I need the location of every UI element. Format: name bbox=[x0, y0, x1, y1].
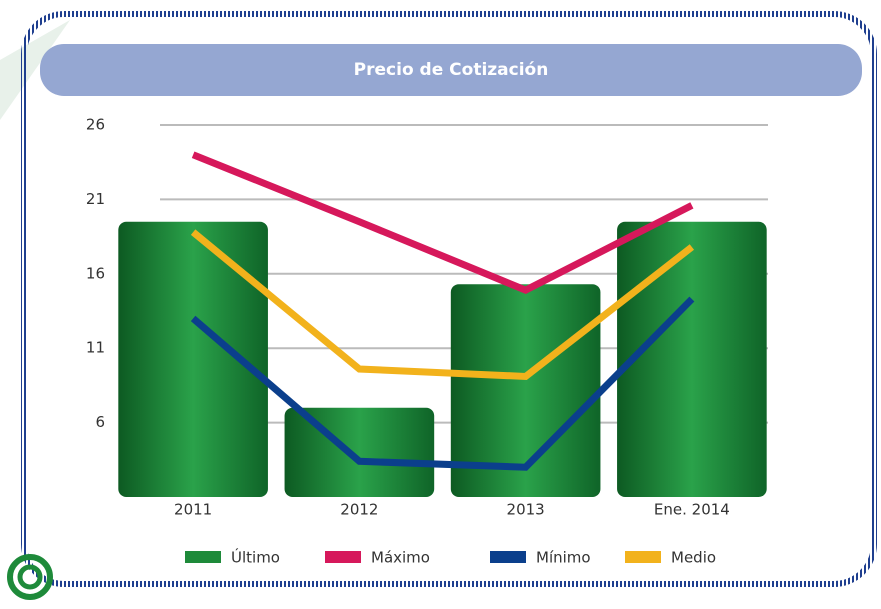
legend-swatch bbox=[625, 551, 661, 563]
x-tick-label: 2011 bbox=[174, 501, 212, 519]
chart: Precio de Cotización 6 11 16 21 26 2011 2012 20… bbox=[0, 0, 881, 605]
legend-label: Máximo bbox=[371, 549, 430, 567]
chart-title: Precio de Cotización bbox=[354, 60, 549, 80]
legend-label: Mínimo bbox=[536, 549, 591, 567]
legend-swatch bbox=[325, 551, 361, 563]
y-tick-label: 6 bbox=[95, 413, 105, 431]
y-tick-label: 11 bbox=[86, 339, 105, 357]
x-tick-label: 2013 bbox=[507, 501, 545, 519]
legend-swatch bbox=[490, 551, 526, 563]
x-tick-label: 2012 bbox=[340, 501, 378, 519]
y-tick-label: 26 bbox=[86, 116, 105, 134]
legend-label: Último bbox=[231, 548, 280, 567]
x-tick-label: Ene. 2014 bbox=[654, 501, 730, 519]
legend-swatch bbox=[185, 551, 221, 563]
bar bbox=[285, 408, 435, 497]
y-tick-label: 21 bbox=[86, 190, 105, 208]
legend-label: Medio bbox=[671, 549, 716, 567]
bar bbox=[617, 222, 767, 497]
y-tick-label: 16 bbox=[86, 264, 105, 282]
